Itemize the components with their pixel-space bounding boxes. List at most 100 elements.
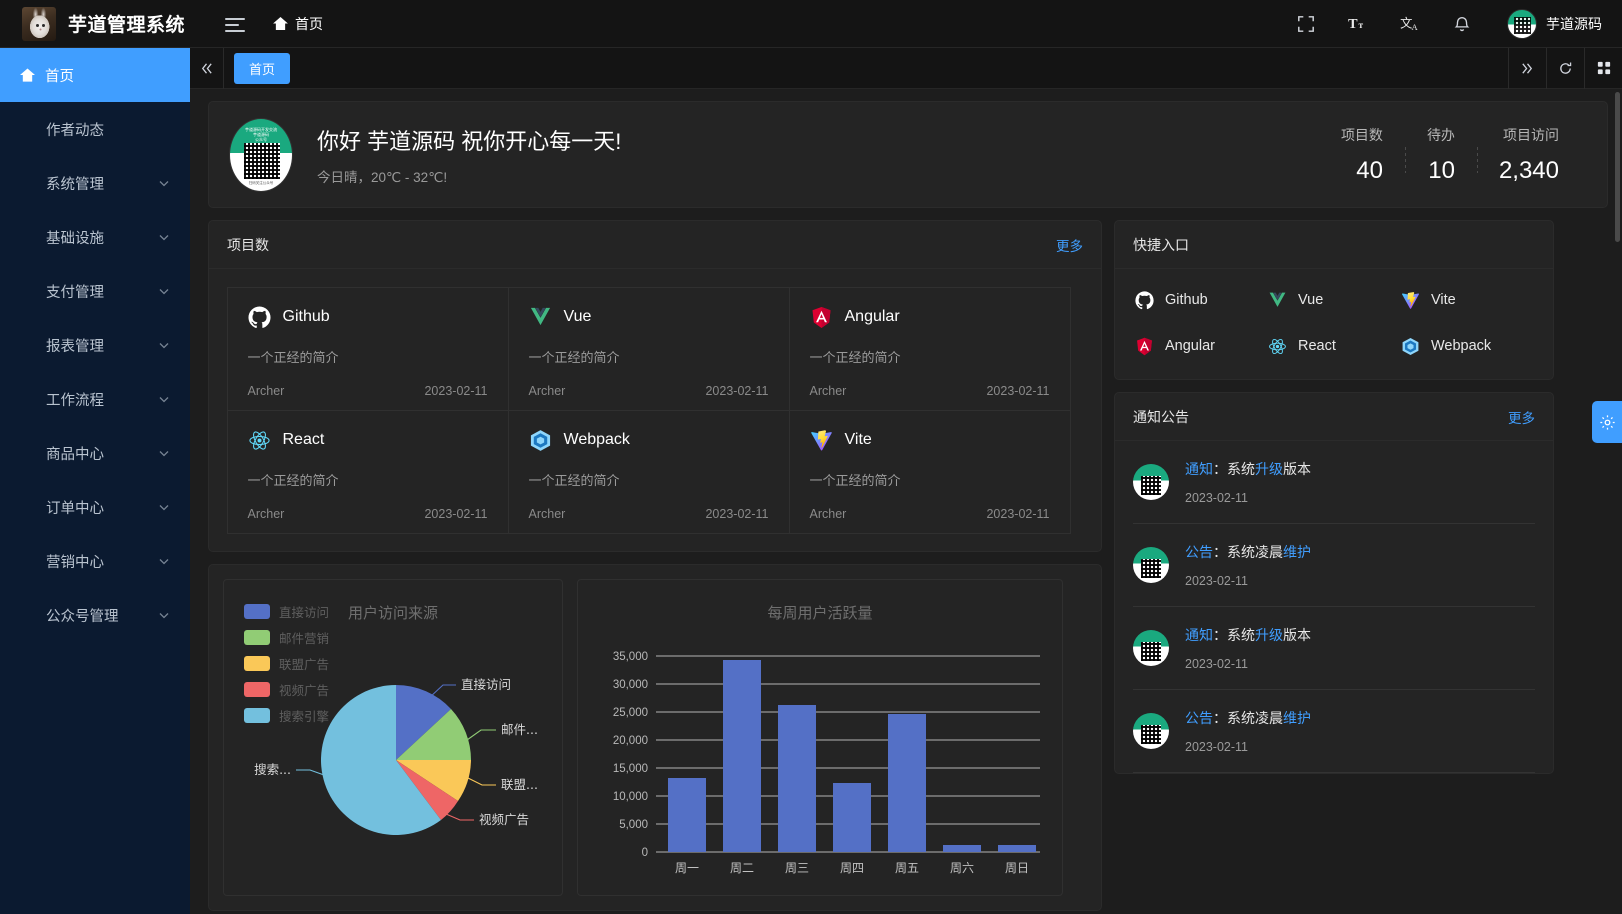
breadcrumb-item-home[interactable]: 首页 bbox=[295, 15, 324, 32]
refresh-icon[interactable] bbox=[1546, 47, 1584, 89]
notice-highlight: 升级 bbox=[1255, 627, 1283, 643]
project-name: Github bbox=[282, 308, 330, 325]
sidebar-item-label: 报表管理 bbox=[46, 338, 104, 355]
welcome-stats: 项目数 40 待办 10 项目访问 2,340 bbox=[1319, 125, 1581, 185]
sidebar-item-workflow[interactable]: 工作流程 bbox=[0, 372, 190, 426]
x-tick-label: 周日 bbox=[1005, 861, 1029, 875]
legend-label[interactable]: 邮件营销 bbox=[279, 632, 330, 646]
fullscreen-icon[interactable] bbox=[1295, 13, 1317, 35]
user-menu[interactable]: 芋道源码 bbox=[1503, 8, 1602, 39]
x-tick-label: 周一 bbox=[675, 861, 699, 875]
sidebar-item-product[interactable]: 商品中心 bbox=[0, 426, 190, 480]
sidebar-item-marketing[interactable]: 营销中心 bbox=[0, 534, 190, 588]
quick-entry-vue[interactable]: Vue bbox=[1268, 285, 1401, 315]
sidebar-item-label: 商品中心 bbox=[46, 446, 104, 463]
sidebar-item-mp[interactable]: 公众号管理 bbox=[0, 588, 190, 642]
sidebar[interactable]: 首页 作者动态 系统管理 基础设施 支付管理 报表管理 工作流程 商品中心 bbox=[0, 48, 190, 914]
chevron-down-icon bbox=[158, 231, 170, 243]
project-name: Vue bbox=[563, 308, 592, 325]
quick-entry-angular[interactable]: Angular bbox=[1135, 331, 1268, 361]
chevron-down-icon bbox=[158, 285, 170, 297]
sidebar-item-home[interactable]: 首页 bbox=[0, 48, 190, 102]
chevron-down-icon bbox=[158, 339, 170, 351]
settings-drawer-toggle[interactable] bbox=[1592, 401, 1622, 443]
pie-chart-legend: 直接访问 邮件营销 联盟广告 视频广告 搜索引擎 bbox=[244, 602, 329, 732]
tab-home[interactable]: 首页 bbox=[234, 52, 291, 84]
notices-more-link[interactable]: 更多 bbox=[1508, 410, 1535, 426]
double-chevron-left-icon[interactable] bbox=[190, 47, 224, 89]
quick-entry-github[interactable]: Github bbox=[1135, 285, 1268, 315]
stat-label: 待办 bbox=[1426, 126, 1455, 143]
svg-text:т: т bbox=[1358, 21, 1363, 31]
home-icon bbox=[20, 68, 35, 82]
project-card[interactable]: Webpack 一个正经的简介 Archer 2023-02-11 bbox=[507, 409, 790, 534]
grid-icon[interactable] bbox=[1584, 47, 1622, 89]
sidebar-item-order[interactable]: 订单中心 bbox=[0, 480, 190, 534]
hamburger-icon[interactable] bbox=[225, 14, 246, 34]
quick-entry-react[interactable]: React bbox=[1268, 331, 1401, 361]
translate-icon[interactable]: 文 A bbox=[1399, 13, 1421, 35]
stat-value: 40 bbox=[1356, 156, 1383, 184]
legend-label[interactable]: 直接访问 bbox=[279, 606, 330, 620]
notice-sep: ： bbox=[1213, 544, 1227, 560]
quick-entry-vite[interactable]: Vite bbox=[1401, 285, 1534, 315]
sidebar-item-infrastructure[interactable]: 基础设施 bbox=[0, 210, 190, 264]
svg-text:30,000: 30,000 bbox=[613, 679, 648, 691]
quick-entry-label: Angular bbox=[1165, 338, 1215, 354]
project-author: Archer bbox=[528, 506, 566, 521]
project-card[interactable]: Vue 一个正经的简介 Archer 2023-02-11 bbox=[507, 286, 790, 411]
project-date: 2023-02-11 bbox=[705, 383, 769, 398]
sidebar-item-author-news[interactable]: 作者动态 bbox=[0, 102, 190, 156]
project-author: Archer bbox=[809, 506, 847, 521]
tab-bar: 首页 bbox=[190, 47, 1622, 89]
header-actions: T т 文 A 芋道源码 bbox=[1295, 8, 1622, 39]
notice-item[interactable]: 公告：系统凌晨维护 2023-02-11 bbox=[1133, 524, 1535, 607]
quick-entry-webpack[interactable]: Webpack bbox=[1401, 331, 1534, 361]
sidebar-item-label: 支付管理 bbox=[46, 284, 104, 301]
notice-item[interactable]: 通知：系统升级版本 2023-02-11 bbox=[1133, 441, 1535, 524]
sidebar-item-label: 作者动态 bbox=[46, 122, 104, 139]
legend-label[interactable]: 联盟广告 bbox=[279, 658, 330, 672]
notice-mid: 系统 bbox=[1227, 627, 1255, 643]
notice-item[interactable]: 公告：系统凌晨维护 2023-02-11 bbox=[1133, 690, 1535, 773]
project-card[interactable]: Angular 一个正经的简介 Archer 2023-02-11 bbox=[788, 286, 1071, 411]
svg-text:5,000: 5,000 bbox=[619, 819, 648, 831]
sidebar-item-label: 营销中心 bbox=[46, 554, 104, 571]
project-card[interactable]: Github 一个正经的简介 Archer 2023-02-11 bbox=[226, 286, 509, 411]
logo-area[interactable]: 芋道管理系统 bbox=[0, 6, 185, 41]
notice-tail: 版本 bbox=[1283, 461, 1311, 477]
github-icon bbox=[1135, 290, 1154, 310]
sidebar-item-system[interactable]: 系统管理 bbox=[0, 156, 190, 210]
x-tick-label: 周三 bbox=[785, 861, 809, 875]
react-icon bbox=[1268, 337, 1287, 356]
notice-prefix: 公告 bbox=[1185, 544, 1213, 560]
quick-entry-grid: Github Vue Vite Angular bbox=[1115, 269, 1553, 379]
legend-label[interactable]: 搜索引擎 bbox=[279, 710, 330, 724]
notice-item[interactable]: 通知：系统升级版本 2023-02-11 bbox=[1133, 607, 1535, 690]
project-date: 2023-02-11 bbox=[986, 383, 1050, 398]
notice-title: 公告：系统凌晨维护 bbox=[1185, 708, 1311, 728]
quick-entry-header: 快捷入口 bbox=[1115, 221, 1553, 269]
double-chevron-right-icon[interactable] bbox=[1508, 47, 1546, 89]
sidebar-item-label: 工作流程 bbox=[46, 392, 104, 409]
bell-icon[interactable] bbox=[1451, 13, 1473, 35]
sidebar-item-payment[interactable]: 支付管理 bbox=[0, 264, 190, 318]
charts-card: 用户访问来源 直接访问 邮件营销 联盟广告 视频广告 搜索引擎 bbox=[208, 564, 1102, 911]
project-card[interactable]: React 一个正经的简介 Archer 2023-02-11 bbox=[226, 409, 509, 534]
notice-sep: ： bbox=[1213, 627, 1227, 643]
rabbit-avatar-icon bbox=[22, 6, 56, 41]
font-size-icon[interactable]: T т bbox=[1347, 13, 1369, 35]
project-date: 2023-02-11 bbox=[986, 506, 1050, 521]
bar-chart-svg: 35,000 30,000 25,000 20,000 15,000 10,00… bbox=[613, 651, 1040, 875]
project-card[interactable]: Vite 一个正经的简介 Archer 2023-02-11 bbox=[788, 409, 1071, 534]
project-name: Webpack bbox=[563, 431, 630, 448]
charts-row: 用户访问来源 直接访问 邮件营销 联盟广告 视频广告 搜索引擎 bbox=[223, 579, 1087, 896]
vertical-scrollbar[interactable] bbox=[1615, 92, 1620, 242]
projects-more-link[interactable]: 更多 bbox=[1056, 238, 1083, 254]
notice-prefix: 通知 bbox=[1185, 627, 1213, 643]
pie-label-video: 视频广告 bbox=[479, 812, 529, 827]
breadcrumb: 首页 bbox=[273, 14, 323, 34]
svg-text:A: A bbox=[1411, 22, 1418, 32]
legend-label[interactable]: 视频广告 bbox=[279, 684, 330, 698]
sidebar-item-report[interactable]: 报表管理 bbox=[0, 318, 190, 372]
